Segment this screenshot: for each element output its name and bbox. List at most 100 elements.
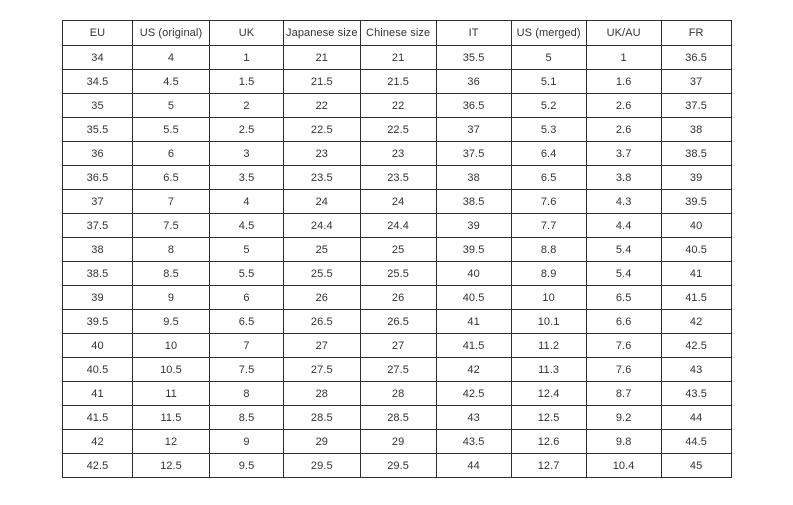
table-cell: 10.4 <box>585 453 662 478</box>
table-cell: 37.5 <box>435 141 512 166</box>
table-cell: 25.5 <box>283 261 361 286</box>
table-cell: 7.6 <box>585 357 662 382</box>
table-cell: 25.5 <box>359 261 437 286</box>
table-cell: 12.5 <box>510 405 587 430</box>
table-row: 41.5 11.5 8.5 28.5 28.5 43 12.5 9.2 44 <box>62 405 732 430</box>
table-cell: 2.5 <box>209 117 284 142</box>
table-cell: 27 <box>283 333 361 358</box>
table-cell: 7.6 <box>585 333 662 358</box>
table-cell: 25 <box>359 237 437 262</box>
table-cell: 37.5 <box>62 213 133 238</box>
table-cell: 3.7 <box>585 141 662 166</box>
table-cell: 28.5 <box>359 405 437 430</box>
table-cell: 4 <box>209 189 284 214</box>
column-header-eu: EU <box>62 20 133 46</box>
table-cell: 21.5 <box>283 69 361 94</box>
table-cell: 4.3 <box>585 189 662 214</box>
table-cell: 12.5 <box>132 453 210 478</box>
table-cell: 35 <box>62 93 133 118</box>
table-cell: 36.5 <box>660 45 732 70</box>
table-row: 34.5 4.5 1.5 21.5 21.5 36 5.1 1.6 37 <box>62 69 732 94</box>
table-cell: 36 <box>62 141 133 166</box>
table-cell: 6.5 <box>209 309 284 334</box>
table-cell: 5.1 <box>510 69 587 94</box>
table-cell: 5.4 <box>585 261 662 286</box>
table-cell: 37 <box>62 189 133 214</box>
table-body: 34 4 1 21 21 35.5 5 1 36.5 34.5 4.5 1.5 21.5 21.5 36 5.… <box>62 45 732 478</box>
table-cell: 21 <box>283 45 361 70</box>
table-cell: 27 <box>359 333 437 358</box>
table-cell: 42.5 <box>435 381 512 406</box>
table-cell: 22.5 <box>283 117 361 142</box>
table-cell: 21 <box>359 45 437 70</box>
table-cell: 41.5 <box>62 405 133 430</box>
size-conversion-table-container: EU US (original) UK Japanese size Chinese si… <box>62 20 732 478</box>
table-cell: 23.5 <box>283 165 361 190</box>
table-cell: 38.5 <box>660 141 732 166</box>
table-cell: 28.5 <box>283 405 361 430</box>
table-cell: 45 <box>660 453 732 478</box>
table-cell: 4 <box>132 45 210 70</box>
table-cell: 12.4 <box>510 381 587 406</box>
table-cell: 7.5 <box>209 357 284 382</box>
table-cell: 12.6 <box>510 429 587 454</box>
table-cell: 5.5 <box>209 261 284 286</box>
table-cell: 5.5 <box>132 117 210 142</box>
column-header-fr: FR <box>660 20 732 46</box>
table-cell: 38 <box>660 117 732 142</box>
table-cell: 36.5 <box>62 165 133 190</box>
table-row: 35.5 5.5 2.5 22.5 22.5 37 5.3 2.6 38 <box>62 117 732 142</box>
table-cell: 8.8 <box>510 237 587 262</box>
table-cell: 42 <box>62 429 133 454</box>
table-cell: 10 <box>510 285 587 310</box>
table-cell: 9 <box>209 429 284 454</box>
table-cell: 7.6 <box>510 189 587 214</box>
table-cell: 35.5 <box>62 117 133 142</box>
table-cell: 5 <box>510 45 587 70</box>
table-row: 40 10 7 27 27 41.5 11.2 7.6 42.5 <box>62 333 732 358</box>
table-row: 35 5 2 22 22 36.5 5.2 2.6 37.5 <box>62 93 732 118</box>
table-cell: 1 <box>209 45 284 70</box>
table-row: 39.5 9.5 6.5 26.5 26.5 41 10.1 6.6 42 <box>62 309 732 334</box>
table-cell: 43.5 <box>435 429 512 454</box>
table-row: 36 6 3 23 23 37.5 6.4 3.7 38.5 <box>62 141 732 166</box>
table-cell: 37 <box>660 69 732 94</box>
table-cell: 9.2 <box>585 405 662 430</box>
table-row: 36.5 6.5 3.5 23.5 23.5 38 6.5 3.8 39 <box>62 165 732 190</box>
table-cell: 39 <box>62 285 133 310</box>
table-cell: 41 <box>660 261 732 286</box>
table-cell: 37 <box>435 117 512 142</box>
table-cell: 5 <box>132 93 210 118</box>
table-cell: 8 <box>209 381 284 406</box>
table-cell: 10.5 <box>132 357 210 382</box>
table-row: 40.5 10.5 7.5 27.5 27.5 42 11.3 7.6 43 <box>62 357 732 382</box>
table-cell: 11.2 <box>510 333 587 358</box>
table-cell: 4.5 <box>132 69 210 94</box>
table-cell: 22 <box>283 93 361 118</box>
table-cell: 40.5 <box>435 285 512 310</box>
table-cell: 26 <box>359 285 437 310</box>
size-conversion-table: EU US (original) UK Japanese size Chinese si… <box>62 20 732 478</box>
table-cell: 8.5 <box>209 405 284 430</box>
table-cell: 9.8 <box>585 429 662 454</box>
table-cell: 9 <box>132 285 210 310</box>
table-cell: 2 <box>209 93 284 118</box>
table-cell: 27.5 <box>283 357 361 382</box>
table-cell: 39 <box>435 213 512 238</box>
table-cell: 40 <box>435 261 512 286</box>
table-cell: 34.5 <box>62 69 133 94</box>
table-cell: 39.5 <box>435 237 512 262</box>
table-cell: 38 <box>62 237 133 262</box>
table-cell: 9.5 <box>209 453 284 478</box>
column-header-it: IT <box>435 20 512 46</box>
table-cell: 8.9 <box>510 261 587 286</box>
table-cell: 23 <box>283 141 361 166</box>
table-cell: 24 <box>283 189 361 214</box>
table-cell: 11.5 <box>132 405 210 430</box>
column-header-chinese-size: Chinese size <box>359 20 437 46</box>
table-cell: 6.5 <box>585 285 662 310</box>
table-cell: 8.5 <box>132 261 210 286</box>
table-cell: 28 <box>283 381 361 406</box>
table-cell: 41.5 <box>660 285 732 310</box>
